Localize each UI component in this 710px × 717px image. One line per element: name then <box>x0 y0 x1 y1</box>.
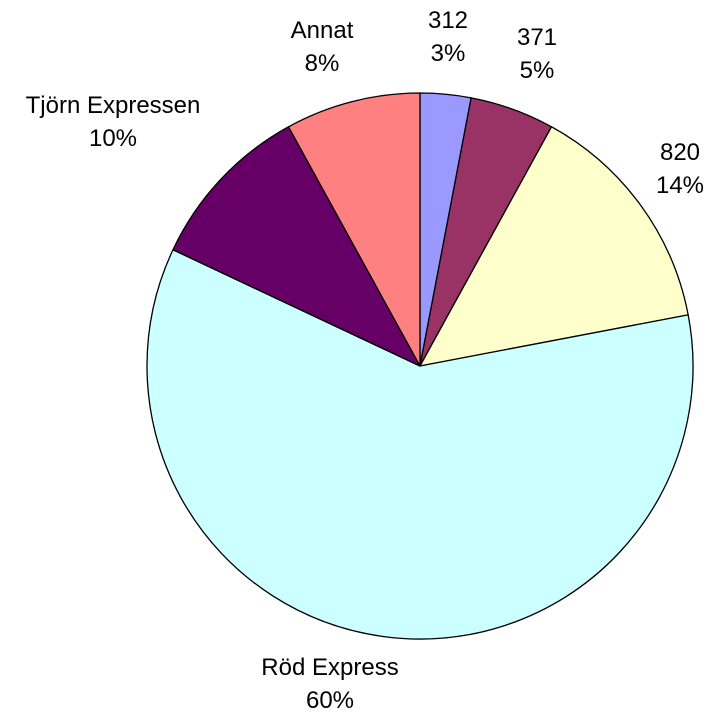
slice-percent-label-4: 60% <box>306 687 354 714</box>
pie-slice-3 <box>419 126 689 367</box>
slice-label-2: 371 <box>517 24 557 51</box>
slice-label-1: 312 <box>428 7 468 34</box>
slice-label-3: 820 <box>660 139 700 166</box>
slice-percent-label-2: 5% <box>520 57 555 84</box>
pie-slices <box>146 92 694 640</box>
slice-percent-label-3: 14% <box>656 172 704 199</box>
pie-slice-4 <box>146 249 694 640</box>
slice-percent-label-6: 8% <box>305 50 340 77</box>
slice-label-6: Annat <box>291 17 354 44</box>
slice-label-4: Röd Express <box>261 654 398 681</box>
pie-slice-6 <box>287 92 421 367</box>
slice-label-5: Tjörn Expressen <box>26 92 201 119</box>
slice-percent-label-1: 3% <box>431 40 466 67</box>
pie-slice-5 <box>172 126 421 367</box>
pie-labels: 312 3% 371 5% 820 14% Röd Express 60% Tjörn Expr… <box>26 7 704 714</box>
slice-percent-label-5: 10% <box>89 125 137 152</box>
